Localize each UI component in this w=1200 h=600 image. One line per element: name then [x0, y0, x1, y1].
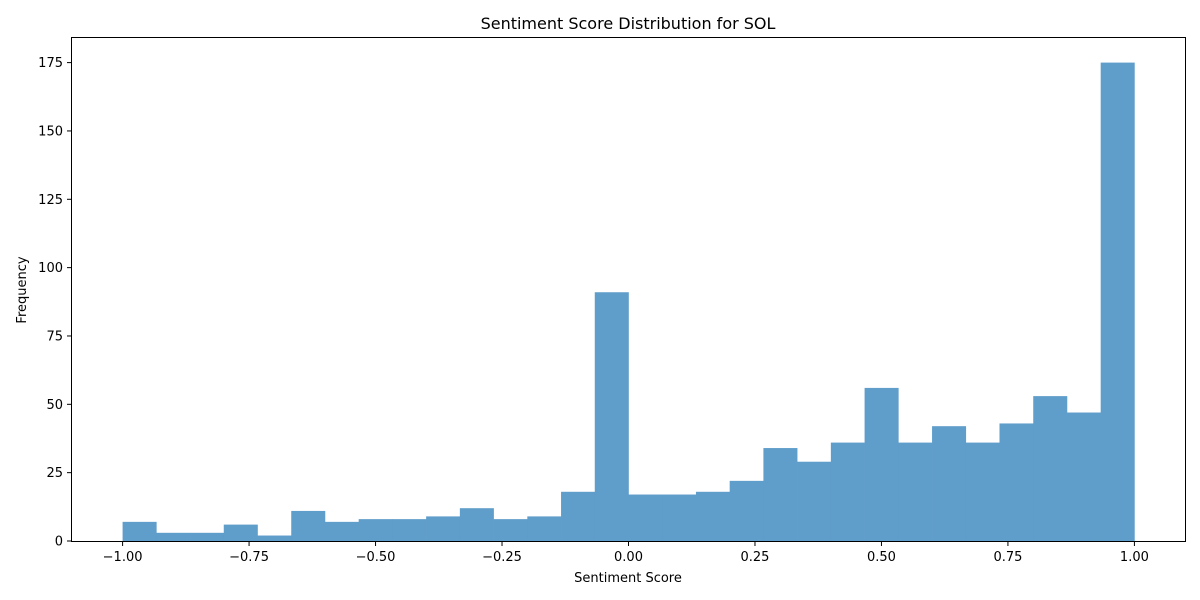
y-tick-label: 25: [46, 466, 63, 481]
x-tick-label: 0.25: [741, 550, 770, 565]
x-axis-label: Sentiment Score: [574, 571, 682, 586]
histogram-bar: [156, 532, 191, 541]
histogram-bar: [291, 510, 326, 541]
x-tick-label: −0.50: [356, 550, 396, 565]
y-tick-label: 50: [46, 398, 63, 413]
x-tick-label: −0.25: [482, 550, 522, 565]
histogram-bar: [763, 448, 798, 541]
histogram-bar: [729, 480, 764, 541]
histogram-bar: [561, 491, 596, 541]
histogram-bar: [324, 521, 359, 541]
histogram-bar: [965, 442, 1000, 541]
histogram-bar: [830, 442, 865, 541]
y-tick-label: 125: [38, 193, 63, 208]
x-tick-label: 0.75: [993, 550, 1022, 565]
chart-title: Sentiment Score Distribution for SOL: [481, 14, 776, 33]
histogram-bar: [662, 494, 697, 541]
histogram-bar: [999, 423, 1034, 541]
histogram-bar: [190, 532, 225, 541]
histogram-bar: [459, 508, 494, 541]
histogram-bar: [493, 519, 528, 541]
histogram-bar: [426, 516, 461, 541]
y-tick-label: 0: [55, 535, 63, 550]
histogram-bar: [695, 491, 730, 541]
y-tick-label: 150: [38, 124, 63, 139]
histogram-bar: [864, 387, 899, 541]
histogram-bar: [1100, 62, 1135, 541]
x-axis-ticks: −1.00 −0.75 −0.50 −0.25 0.00 0.25 0.50 0.75 1.00: [103, 541, 1149, 565]
x-tick-label: −1.00: [103, 550, 143, 565]
x-tick-label: 1.00: [1120, 550, 1149, 565]
histogram-bar: [392, 519, 427, 541]
y-tick-label: 100: [38, 261, 63, 276]
y-tick-label: 75: [46, 329, 63, 344]
histogram-bar: [797, 461, 832, 541]
histogram-bar: [257, 535, 292, 541]
histogram-bar: [122, 521, 157, 541]
x-tick-label: −0.75: [229, 550, 269, 565]
histogram-bar: [628, 494, 663, 541]
histogram-bar: [1033, 396, 1068, 541]
histogram-bar: [898, 442, 933, 541]
y-axis-ticks: 0 25 50 75 100 125 150 175: [38, 56, 72, 550]
histogram-bar: [358, 519, 393, 541]
histogram-bar: [594, 292, 629, 541]
histogram-bar: [1066, 412, 1101, 541]
histogram-bar: [527, 516, 562, 541]
y-axis-label: Frequency: [15, 256, 30, 323]
histogram-bar: [932, 426, 967, 541]
histogram-bar: [223, 524, 258, 541]
bars-group: [122, 62, 1135, 541]
y-tick-label: 175: [38, 56, 63, 71]
x-tick-label: 0.50: [867, 550, 896, 565]
x-tick-label: 0.00: [614, 550, 643, 565]
